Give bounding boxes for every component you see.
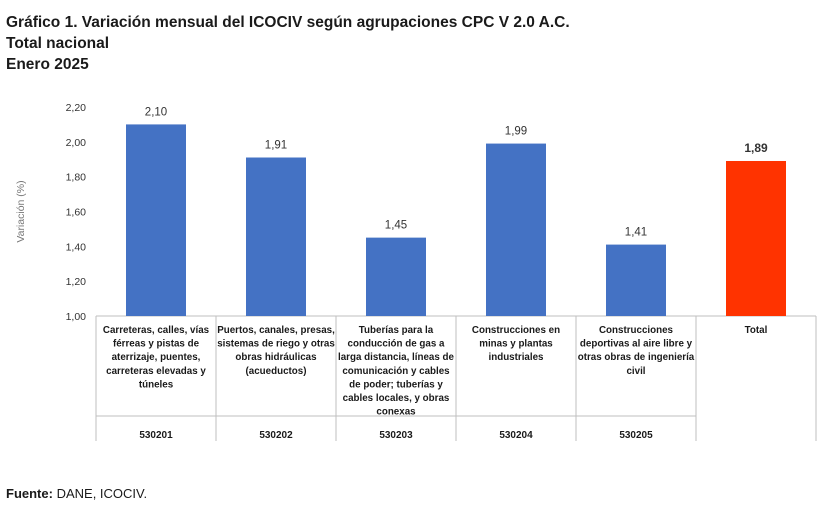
- source-text: DANE, ICOCIV.: [56, 486, 148, 501]
- category-label: Total: [745, 325, 768, 336]
- category-code: 530205: [619, 430, 653, 441]
- category-label: civil: [626, 366, 645, 377]
- bar: [726, 160, 786, 316]
- y-tick-label: 2,20: [66, 102, 87, 114]
- y-tick-label: 1,00: [66, 311, 87, 323]
- source-label: Fuente:: [6, 486, 53, 501]
- category-label: conexas: [376, 407, 416, 418]
- category-label: larga distancia, líneas de: [338, 352, 455, 363]
- category-label: deportivas al aire libre y: [580, 339, 693, 350]
- category-label: comunicación y cables: [342, 366, 450, 377]
- chart-title-block: Gráfico 1. Variación mensual del ICOCIV …: [6, 12, 570, 75]
- bar: [486, 143, 546, 316]
- category-label: Puertos, canales, presas,: [217, 325, 335, 336]
- y-tick-label: 1,80: [66, 172, 87, 184]
- category-label: minas y plantas: [479, 339, 553, 350]
- category-label: obras hidráulicas: [235, 352, 317, 363]
- bar: [366, 237, 426, 316]
- bar: [246, 157, 306, 316]
- category-label: de poder; tuberías y: [349, 379, 443, 390]
- data-label: 1,91: [265, 140, 287, 152]
- data-label: 1,45: [385, 220, 407, 232]
- data-label: 1,99: [505, 126, 527, 138]
- y-tick-label: 1,60: [66, 207, 87, 219]
- category-label: sistemas de riego y otras: [217, 339, 335, 350]
- y-axis-label: Variación (%): [15, 180, 27, 242]
- category-label: conducción de gas a: [348, 339, 445, 350]
- y-tick-label: 1,20: [66, 276, 87, 288]
- data-label: 1,41: [625, 227, 647, 239]
- chart-subtitle-period: Enero 2025: [6, 56, 89, 73]
- category-label: carreteras elevadas y: [106, 366, 206, 377]
- category-label: industriales: [489, 352, 545, 363]
- bar: [126, 124, 186, 317]
- category-code: 530201: [139, 430, 173, 441]
- bar-chart: 1,00 1,20 1,40 1,60 1,80 2,00 2,20 Variación (%…: [15, 102, 817, 441]
- y-tick-label: 1,40: [66, 241, 87, 253]
- category-code: 530204: [499, 430, 533, 441]
- chart-subtitle-scope: Total nacional: [6, 35, 110, 52]
- category-label: férreas y pistas de: [113, 339, 200, 350]
- category-code: 530202: [259, 430, 293, 441]
- category-label: (acueductos): [246, 366, 307, 377]
- data-label: 1,89: [744, 141, 768, 155]
- data-label: 2,10: [145, 106, 167, 118]
- category-label: cables locales, y obras: [343, 393, 450, 404]
- category-label: Construcciones: [599, 325, 674, 336]
- chart-title: Gráfico 1. Variación mensual del ICOCIV …: [6, 14, 570, 31]
- category-label: aterrizaje, puentes,: [112, 352, 201, 363]
- category-label: Construcciones en: [472, 325, 560, 336]
- y-tick-label: 2,00: [66, 137, 87, 149]
- category-label: Tuberías para la: [359, 325, 434, 336]
- bar: [606, 244, 666, 316]
- source-note: Fuente: DANE, ICOCIV.: [6, 486, 147, 501]
- category-label: túneles: [139, 379, 174, 390]
- category-label: Carreteras, calles, vías: [103, 325, 210, 336]
- category-code: 530203: [379, 430, 413, 441]
- category-label: otras obras de ingeniería: [578, 352, 695, 363]
